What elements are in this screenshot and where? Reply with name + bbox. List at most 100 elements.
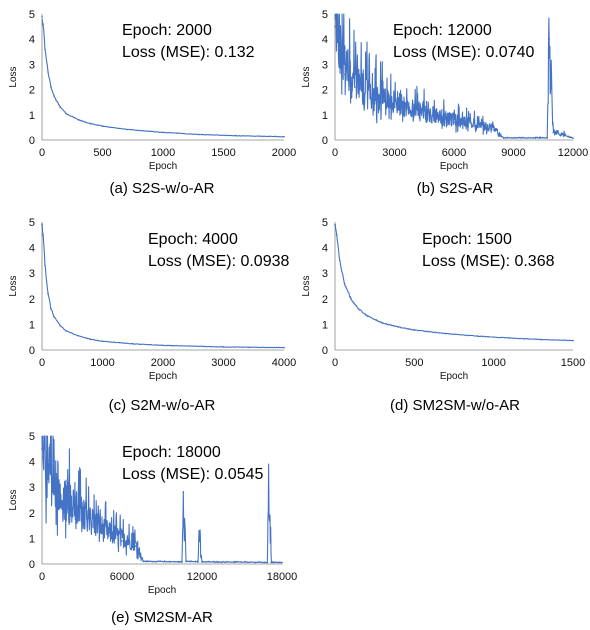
data-point bbox=[101, 340, 104, 343]
data-point bbox=[181, 561, 183, 563]
epoch-annotation: Epoch: 1500 bbox=[422, 231, 512, 248]
x-tick-label: 6000 bbox=[442, 147, 466, 159]
y-axis-label: Loss bbox=[8, 275, 19, 296]
data-point bbox=[182, 491, 185, 494]
data-point bbox=[552, 131, 554, 134]
y-tick-label: 2 bbox=[322, 85, 328, 97]
data-point bbox=[222, 346, 225, 348]
y-tick-label: 2 bbox=[322, 294, 328, 306]
data-point bbox=[373, 98, 376, 101]
data-point bbox=[44, 264, 46, 267]
data-point bbox=[540, 338, 543, 341]
x-tick-label: 500 bbox=[93, 147, 111, 159]
data-point bbox=[65, 112, 67, 115]
data-point bbox=[50, 86, 52, 88]
chart-panel-1: 0 1 2 3 4 5 0 500 1000 1500 2000 Epoch Loss Epoch: 20… bbox=[8, 9, 296, 197]
data-point bbox=[334, 25, 336, 28]
data-point bbox=[365, 314, 368, 317]
x-tick-label: 500 bbox=[405, 357, 423, 369]
x-tick-label: 1000 bbox=[481, 357, 505, 369]
y-tick-label: 0 bbox=[322, 135, 328, 147]
data-point bbox=[473, 125, 475, 127]
x-tick-label: 0 bbox=[39, 571, 45, 583]
data-point bbox=[445, 332, 447, 335]
data-point bbox=[508, 337, 511, 339]
data-point bbox=[453, 121, 455, 124]
x-tick-label: 0 bbox=[39, 357, 45, 369]
data-point bbox=[334, 223, 336, 226]
y-tick-label: 5 bbox=[322, 9, 328, 21]
y-tick-label: 4 bbox=[322, 34, 328, 46]
chart-panel-5: 0 1 2 3 4 5 0 6000 12000 18000 Epoch Loss Epoch: 180… bbox=[8, 431, 297, 626]
y-tick-label: 4 bbox=[29, 34, 35, 46]
y-tick-label: 1 bbox=[322, 110, 328, 122]
data-point bbox=[121, 540, 123, 542]
loss-annotation: Loss (MSE): 0.0740 bbox=[393, 44, 535, 61]
data-point bbox=[572, 339, 574, 342]
x-axis-label: Epoch bbox=[148, 585, 176, 596]
y-tick-label: 4 bbox=[29, 457, 35, 469]
x-axis-label: Epoch bbox=[149, 161, 177, 172]
data-point bbox=[44, 48, 46, 51]
data-point bbox=[197, 561, 199, 563]
data-point bbox=[162, 131, 164, 134]
data-point bbox=[132, 343, 134, 345]
y-tick-label: 2 bbox=[29, 85, 35, 97]
data-point bbox=[283, 346, 285, 349]
data-point bbox=[53, 315, 55, 318]
y-tick-label: 3 bbox=[322, 268, 328, 280]
data-point bbox=[283, 135, 285, 138]
x-tick-label: 2000 bbox=[151, 357, 175, 369]
data-point bbox=[89, 122, 92, 125]
loss-annotation: Loss (MSE): 0.0938 bbox=[148, 253, 290, 270]
x-tick-label: 12000 bbox=[187, 571, 218, 583]
x-axis-label: Epoch bbox=[440, 371, 468, 382]
data-point bbox=[201, 561, 203, 563]
data-point bbox=[77, 335, 80, 337]
y-tick-label: 1 bbox=[29, 319, 35, 331]
data-point bbox=[65, 330, 67, 332]
x-axis-label: Epoch bbox=[440, 161, 468, 172]
data-point bbox=[185, 560, 187, 563]
x-tick-label: 1000 bbox=[151, 147, 175, 159]
data-point bbox=[350, 298, 352, 300]
x-tick-label: 0 bbox=[332, 357, 338, 369]
x-tick-label: 2000 bbox=[272, 147, 296, 159]
chart-panel-4: 0 1 2 3 4 5 0 500 1000 1500 Epoch Loss Epoch: 1500 Lo… bbox=[301, 217, 585, 414]
y-tick-label: 4 bbox=[322, 243, 328, 255]
data-point bbox=[42, 23, 44, 25]
y-axis-label: Loss bbox=[301, 66, 312, 87]
y-tick-label: 3 bbox=[29, 59, 35, 71]
data-point bbox=[41, 223, 43, 226]
x-tick-label: 3000 bbox=[211, 357, 235, 369]
data-point bbox=[338, 51, 340, 53]
data-point bbox=[125, 128, 128, 131]
data-point bbox=[47, 71, 49, 73]
x-tick-label: 1500 bbox=[561, 357, 585, 369]
x-tick-label: 18000 bbox=[267, 571, 298, 583]
x-tick-label: 4000 bbox=[272, 357, 296, 369]
data-point bbox=[270, 561, 273, 564]
x-tick-label: 3000 bbox=[382, 147, 406, 159]
data-point bbox=[101, 125, 104, 127]
panel-caption: (a) S2S-w/o-AR bbox=[109, 180, 214, 197]
data-point bbox=[492, 129, 495, 131]
y-tick-label: 0 bbox=[322, 345, 328, 357]
data-point bbox=[134, 545, 137, 547]
loss-annotation: Loss (MSE): 0.132 bbox=[122, 44, 255, 61]
y-tick-label: 5 bbox=[29, 9, 35, 21]
x-tick-label: 0 bbox=[332, 147, 338, 159]
y-tick-label: 2 bbox=[29, 508, 35, 520]
y-tick-label: 5 bbox=[29, 431, 35, 443]
data-point bbox=[107, 535, 110, 537]
data-point bbox=[42, 234, 44, 236]
data-point bbox=[393, 106, 396, 108]
data-point bbox=[81, 519, 83, 522]
data-point bbox=[572, 137, 574, 139]
panel-caption: (e) SM2SM-AR bbox=[111, 609, 213, 626]
x-tick-label: 0 bbox=[39, 147, 45, 159]
data-point bbox=[67, 509, 70, 512]
data-point bbox=[343, 282, 346, 285]
data-point bbox=[477, 335, 479, 338]
epoch-annotation: Epoch: 18000 bbox=[122, 444, 221, 461]
